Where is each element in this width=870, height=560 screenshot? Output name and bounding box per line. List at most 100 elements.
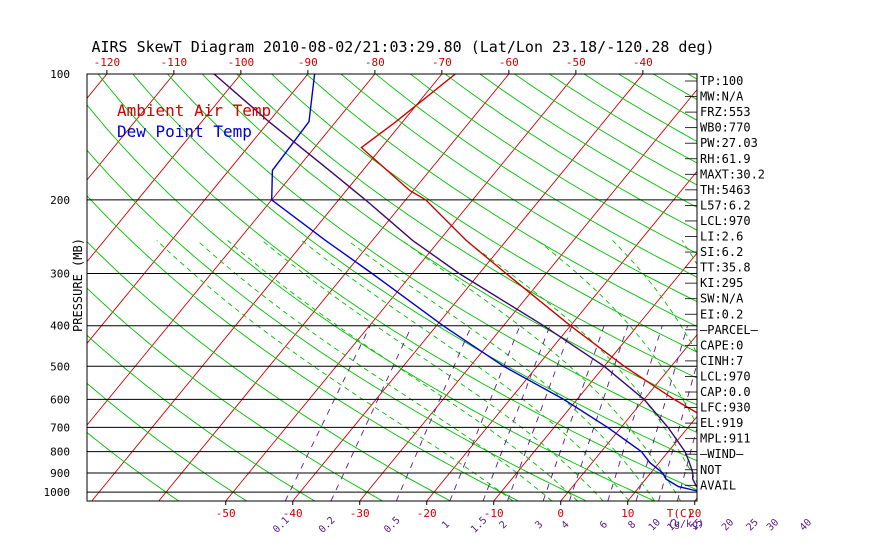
dry-adiabat [410,74,697,254]
mixing-ratio-label: 2 [498,519,510,531]
dry-adiabat [87,149,587,501]
mixing-ratio-label: 10 [647,517,663,533]
moist-adiabat [261,240,604,501]
mixing-ratio-label: 8 [626,519,638,531]
bottom-temp-tick-label: -50 [216,507,236,520]
bottom-temp-tick-label: -10 [484,507,504,520]
index-item: FRZ:553 [700,105,751,119]
dry-adiabat [87,287,383,501]
bottom-temp-tick-label: 20 [688,507,701,520]
pressure-tick-label: 500 [50,360,70,373]
series-line-dew-point-temp [270,74,697,492]
bottom-temp-tick-label: -40 [283,507,303,520]
index-item: CAP:0.0 [700,385,751,399]
mixing-ratio-line [395,325,472,501]
y-axis-label: PRESSURE (MB) [71,238,85,332]
isotherm [292,74,644,501]
isotherm [426,170,697,501]
index-item: EI:0.2 [700,307,743,321]
dry-adiabat [87,241,451,501]
isotherm [87,74,175,181]
top-temp-tick-label: -40 [633,56,653,69]
dry-adiabat [167,74,697,433]
isotherm [87,74,309,345]
mixing-ratio-line [449,325,521,501]
mixing-ratio-line [810,326,842,501]
isotherm [0,74,40,501]
index-item: MPL:911 [700,432,751,446]
isotherm [359,88,697,501]
mixing-ratio-label: 0.2 [317,515,338,536]
isotherm [91,74,443,501]
dry-adiabat [236,74,697,379]
bottom-temp-tick-label: 10 [621,507,634,520]
bottom-temp-tick-label: 0 [557,507,564,520]
dry-adiabat [479,74,697,208]
index-item: MAXT:30.2 [700,167,765,181]
dry-adiabat [201,74,697,406]
legend-entry: Ambient Air Temp [117,101,271,120]
dry-adiabat [271,74,697,353]
dry-adiabat [792,74,870,501]
index-item: —WIND— [700,447,744,461]
pressure-tick-label: 700 [50,421,70,434]
index-item: WB0:770 [700,121,751,135]
moist-adiabat [156,240,514,501]
top-temp-tick-label: -60 [499,56,519,69]
isotherm [762,74,870,501]
pressure-tick-label: 1000 [44,486,71,499]
mixing-ratio-label: 0.5 [382,515,403,536]
dry-adiabat [306,74,697,328]
dry-adiabat [97,74,697,491]
pressure-tick-label: 100 [50,68,70,81]
index-item: LFC:930 [700,401,751,415]
dry-adiabat [87,382,247,501]
index-item: CAPE:0 [700,338,743,352]
dry-adiabat [514,74,697,186]
moist-adiabat [612,240,697,355]
moist-adiabat [227,240,578,501]
dry-adiabat [87,334,315,501]
mixing-ratio-label: 1 [440,519,452,531]
dry-adiabat [340,74,697,303]
pressure-tick-label: 400 [50,320,70,333]
dry-adiabat [375,74,697,278]
top-temp-tick-label: -120 [94,56,121,69]
dry-adiabat [87,104,655,501]
top-temp-tick-label: -70 [432,56,452,69]
dry-adiabat [87,195,519,501]
mixing-ratio-label: 3 [533,519,545,531]
index-item: TT:35.8 [700,261,751,275]
isotherm [225,74,577,501]
moist-adiabat [301,240,630,501]
isotherm [560,334,697,501]
moist-adiabat [347,240,656,501]
legend: Ambient Air Temp Dew Point Temp [117,101,271,141]
isotherm [829,74,870,501]
chart-title: AIRS SkewT Diagram 2010-08-02/21:03:29.8… [91,38,714,56]
pressure-tick-label: 300 [50,268,70,281]
series-line-ambient-air-temp [360,74,697,414]
isotherm [158,74,510,501]
mixing-ratio-line [756,326,794,501]
top-temp-tick-label: -80 [365,56,385,69]
index-item: CINH:7 [700,354,743,368]
isotherm [87,74,376,426]
pressure-tick-label: 800 [50,446,70,459]
dry-adiabat [132,74,697,462]
mixing-ratio-label: 4 [560,519,572,531]
series-line-parcel [213,74,697,488]
plot-frame [86,73,698,502]
top-temp-tick-label: -110 [161,56,188,69]
bottom-temp-tick-label: -20 [417,507,437,520]
mixing-ratio-line [330,325,413,501]
grid [0,74,870,501]
isotherm [87,74,242,263]
moist-adiabat [464,240,697,484]
dry-adiabat [444,74,697,231]
mixing-ratio-line [777,326,813,501]
index-item: PW:27.03 [700,136,758,150]
top-temp-tick-label: -100 [228,56,255,69]
mixing-ratio-label: 40 [798,517,814,533]
index-item: LCL:970 [700,369,751,383]
